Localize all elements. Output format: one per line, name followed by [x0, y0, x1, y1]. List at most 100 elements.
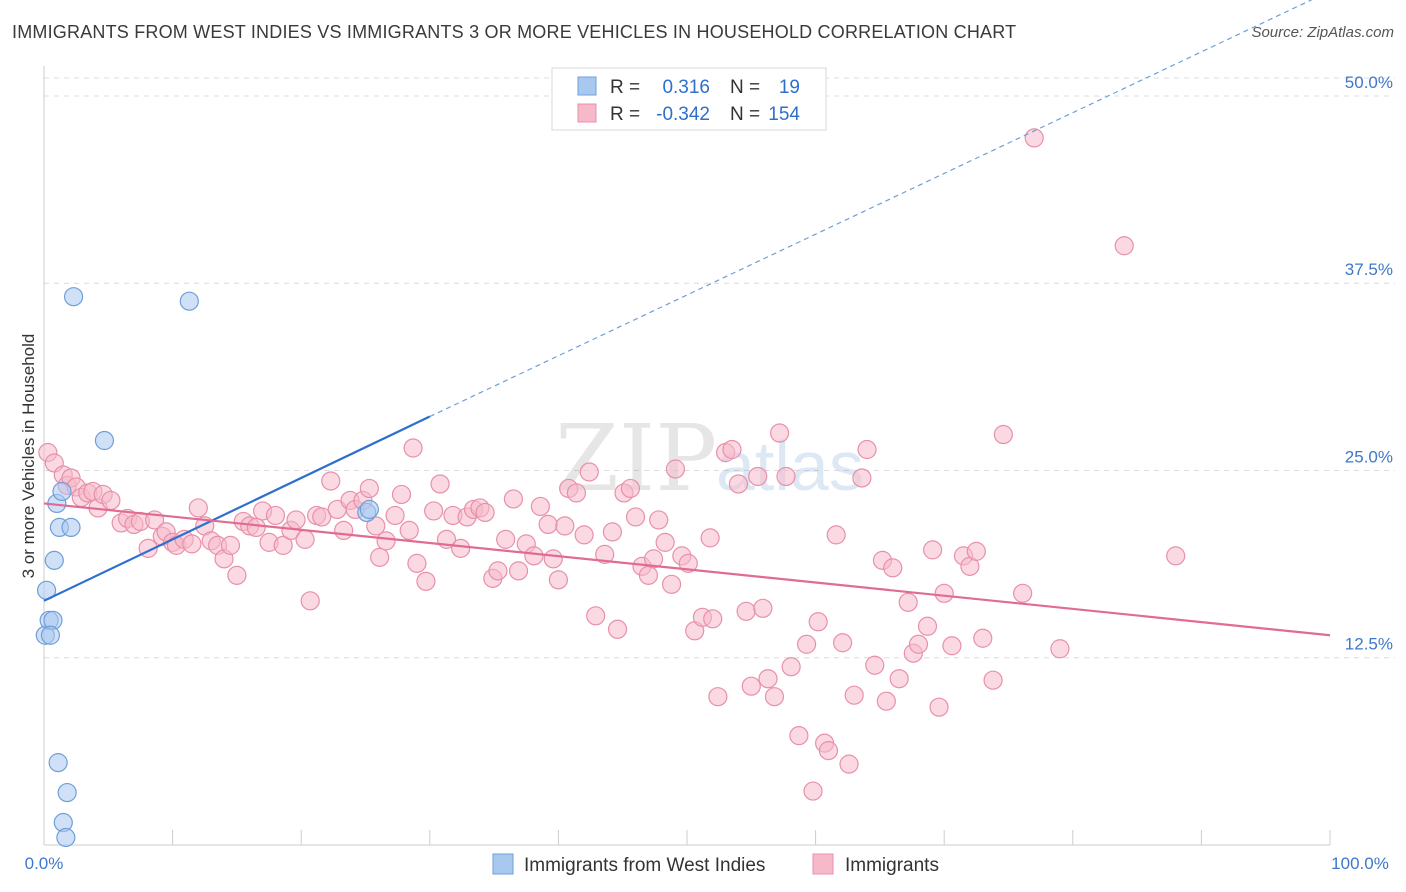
immigrants-point [876, 691, 896, 711]
immigrants-point [370, 547, 390, 567]
immigrants-point [391, 484, 412, 505]
immigrants-point [818, 741, 839, 761]
immigrants-point [736, 601, 756, 621]
immigrants-point [852, 468, 872, 488]
immigrants-point [826, 525, 846, 545]
immigrants-point [655, 532, 675, 552]
immigrants-point [1050, 639, 1070, 659]
legend-swatch-blue [577, 76, 597, 96]
immigrants-point [220, 535, 241, 555]
immigrants-point [708, 687, 728, 707]
west-indies-point [40, 625, 61, 645]
immigrants-point [508, 561, 529, 581]
immigrants-point [407, 553, 427, 573]
west-indies-point [359, 499, 379, 520]
immigrants-point [769, 423, 790, 443]
x-tick-label-max: 100.0% [1331, 854, 1389, 873]
immigrants-point [722, 439, 742, 460]
west-indies-point [94, 430, 115, 451]
immigrants-point [430, 474, 450, 494]
series-west-indies [35, 287, 379, 848]
legend-r-value-2: -0.342 [656, 104, 710, 125]
west-indies-point [56, 827, 76, 848]
legend-n-value-1: 19 [779, 77, 800, 98]
immigrants-point [602, 522, 623, 542]
legend-swatch-pink [577, 103, 597, 123]
legend: R = 0.316 N = 19 R = -0.342 N = 154 [551, 67, 827, 131]
west-indies-point [52, 481, 72, 502]
immigrants-point [857, 439, 877, 460]
immigrants-point [753, 598, 773, 618]
immigrants-point [101, 490, 121, 511]
immigrants-point [574, 525, 594, 545]
immigrants-point [399, 520, 419, 541]
west-indies-trend-extension [429, 0, 1313, 418]
watermark: ZIP atlas [555, 405, 864, 512]
immigrants-point [889, 669, 909, 689]
immigrants-point [917, 616, 938, 636]
trend-lines [43, 0, 1331, 637]
immigrants-point [908, 634, 929, 654]
immigrants-point [595, 544, 615, 564]
immigrants-point [776, 466, 796, 487]
immigrants-point [265, 505, 286, 526]
bottom-legend-swatch-blue [492, 853, 514, 875]
y-tick-label: 37.5% [1345, 260, 1393, 279]
immigrants-point [286, 510, 306, 530]
immigrants-point [643, 549, 664, 569]
immigrants-point [366, 516, 386, 536]
legend-n-value-2: 154 [768, 104, 800, 125]
immigrants-point [1114, 236, 1134, 256]
immigrants-point [966, 541, 986, 561]
immigrants-point [764, 687, 785, 707]
immigrants-point [359, 478, 379, 499]
immigrants-point [700, 528, 720, 548]
immigrants-point [416, 571, 436, 591]
immigrants-point [929, 697, 949, 717]
west-indies-point [44, 550, 64, 570]
immigrants-point [607, 619, 628, 639]
immigrants-point [803, 781, 823, 801]
immigrants-point [703, 609, 723, 629]
legend-r-value-1: 0.316 [662, 77, 710, 98]
immigrants-point [295, 529, 315, 549]
bottom-legend-label-1: Immigrants from West Indies [524, 855, 765, 876]
west-indies-trend-line [43, 415, 431, 602]
legend-r-label-2: R = [610, 104, 640, 125]
y-tick-labels: 12.5% 25.0% 37.5% 50.0% [1345, 73, 1393, 654]
immigrants-point [808, 612, 828, 632]
y-tick-label: 50.0% [1345, 73, 1393, 92]
x-tick-marks [43, 830, 1331, 845]
immigrants-point [728, 474, 749, 494]
source-label: Source: ZipAtlas.com [1251, 24, 1394, 41]
immigrants-point [796, 634, 817, 654]
west-indies-point [179, 291, 199, 311]
legend-n-label-1: N = [730, 77, 760, 98]
west-indies-point [48, 753, 68, 773]
west-indies-point [63, 287, 84, 307]
legend-n-label-2: N = [730, 104, 760, 125]
immigrants-point [188, 498, 208, 518]
immigrants-point [334, 520, 354, 541]
west-indies-point [57, 782, 77, 803]
immigrants-point [586, 606, 606, 626]
immigrants-point [1024, 128, 1044, 148]
immigrants-point [496, 529, 516, 549]
immigrants-point [579, 462, 599, 482]
bottom-legend-label-2: Immigrants [845, 855, 939, 876]
immigrants-point [385, 505, 405, 526]
immigrants-point [942, 636, 962, 656]
immigrants-point [451, 538, 471, 558]
immigrants-point [649, 510, 669, 530]
bottom-legend-swatch-pink [812, 853, 834, 875]
immigrants-trend-line [43, 502, 1331, 637]
chart-title: IMMIGRANTS FROM WEST INDIES VS IMMIGRANT… [12, 22, 1017, 42]
legend-box [551, 67, 827, 131]
immigrants-point [758, 669, 778, 689]
immigrants-point [1013, 583, 1033, 603]
y-axis-label: 3 or more Vehicles in Household [19, 334, 38, 579]
immigrants-point [548, 570, 569, 590]
immigrants-point [300, 591, 320, 611]
immigrants-point [530, 496, 550, 517]
